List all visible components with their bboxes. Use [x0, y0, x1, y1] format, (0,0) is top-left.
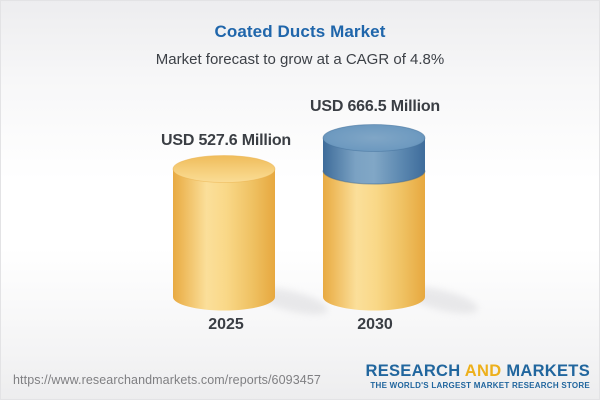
cylinder-2030-base	[323, 170, 425, 311]
logo-wordmark: RESEARCH AND MARKETS	[365, 362, 590, 380]
cylinder-2025	[172, 155, 276, 311]
value-label-2025: USD 527.6 Million	[161, 132, 291, 149]
research-and-markets-logo: RESEARCH AND MARKETS THE WORLD'S LARGEST…	[365, 362, 590, 391]
axis-label-2025: 2025	[208, 316, 244, 333]
logo-tagline: THE WORLD'S LARGEST MARKET RESEARCH STOR…	[370, 381, 590, 390]
logo-word-research: RESEARCH	[365, 362, 461, 380]
axis-label-2030: 2030	[357, 316, 393, 333]
page-subtitle: Market forecast to grow at a CAGR of 4.8…	[155, 51, 445, 68]
report-url: https://www.researchandmarkets.com/repor…	[13, 373, 321, 387]
cylinder-2030	[322, 124, 426, 311]
value-label-2030: USD 666.5 Million	[310, 98, 440, 115]
logo-word-markets: MARKETS	[506, 362, 590, 380]
page-title: Coated Ducts Market	[214, 22, 386, 41]
logo-word-and: AND	[464, 362, 502, 380]
